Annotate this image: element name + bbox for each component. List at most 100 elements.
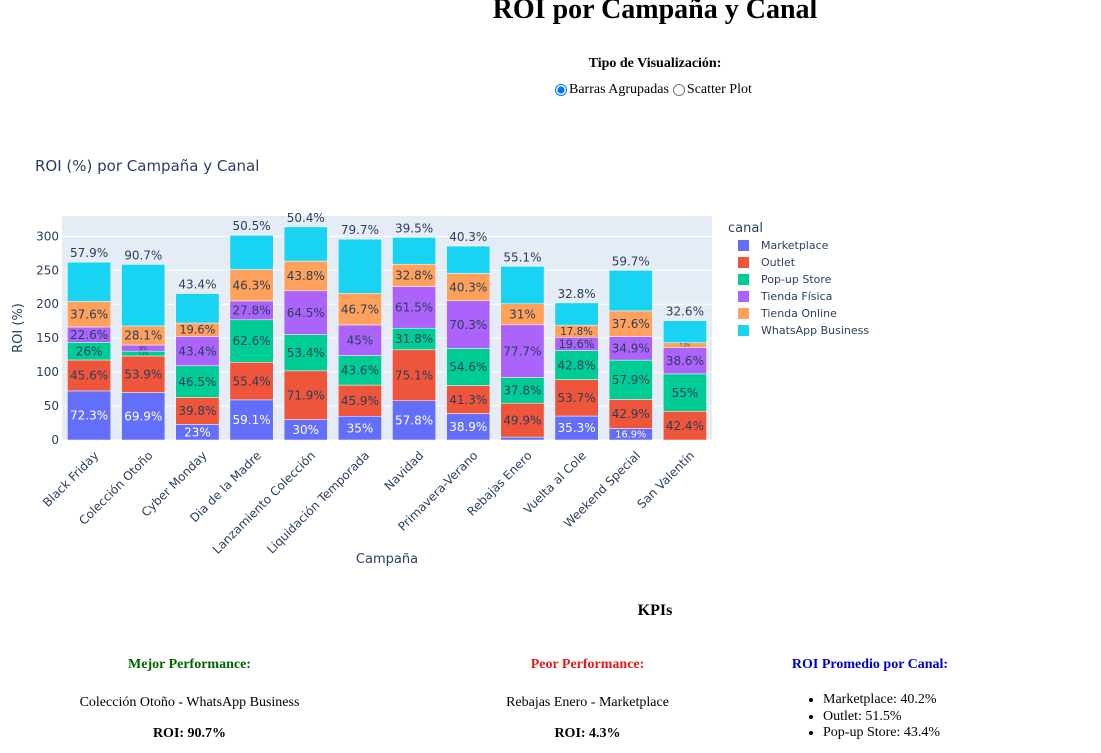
kpi-average-title: ROI Promedio por Canal: [791, 657, 949, 672]
bar-data-label: 37.8% [503, 384, 541, 398]
bar-segment [608, 270, 653, 312]
bar-data-label: 62.6% [233, 334, 271, 348]
y-tick-label: 100 [36, 365, 59, 379]
page-title: ROI por Campaña y Canal [492, 0, 818, 25]
legend-title: canal [728, 221, 763, 236]
legend-swatch [738, 291, 749, 302]
y-tick-label: 0 [51, 433, 59, 447]
kpi-worst-title: Peor Performance: [530, 657, 645, 672]
bar-segment [663, 320, 707, 344]
bar-segment [338, 238, 382, 294]
bar-segment [392, 400, 436, 441]
bar-data-label: 77.7% [503, 344, 541, 358]
bar-segment [283, 370, 328, 420]
bar-segment [500, 266, 545, 305]
bar-data-label: 57.8% [395, 414, 433, 428]
bar-data-label: 59.7% [612, 254, 650, 268]
bar-data-label: 39.8% [178, 404, 216, 418]
bar-data-label: 42.8% [558, 358, 596, 372]
bar-segment [663, 410, 707, 441]
bar-segment [121, 392, 166, 441]
bar-segment [446, 385, 491, 414]
bar-data-label: 43.8% [287, 269, 325, 283]
kpi-best-subject: Colección Otoño - WhatsApp Business [79, 695, 300, 710]
bar-segment [446, 413, 491, 441]
bar-data-label: 32.6% [666, 305, 704, 319]
bar-segment [229, 319, 274, 363]
y-axis-label: ROI (%) [11, 303, 26, 353]
bar-segment [500, 402, 545, 438]
kpi-best-performance: Mejor Performance: Colección Otoño - Wha… [0, 657, 379, 742]
legend-swatch [738, 325, 749, 336]
radio-option-bars[interactable]: Barras Agrupadas [555, 82, 669, 98]
bar-segment [229, 362, 274, 401]
bar-segment [338, 292, 382, 326]
visualization-type-label: Tipo de Visualización: [588, 56, 722, 71]
bar-segment [229, 234, 274, 270]
bar-data-label: 53.4% [287, 346, 325, 360]
bar-segment [283, 334, 328, 372]
bar-data-label: 42.9% [612, 407, 650, 421]
kpi-average-list: Marketplace: 40.2% Outlet: 51.5% Pop-up … [760, 692, 980, 742]
legend-item-label: Outlet [761, 256, 796, 269]
kpi-worst-subject: Rebajas Enero - Marketplace [506, 695, 669, 710]
bar-data-label: 30% [292, 423, 319, 437]
bar-data-label: 31% [509, 307, 536, 321]
bar-data-label: 46.3% [233, 278, 271, 292]
bar-segment [67, 261, 111, 302]
bar-data-label: 35% [347, 421, 374, 435]
bar-segment [554, 302, 599, 326]
x-axis-label: Campaña [356, 552, 418, 567]
radio-option-scatter[interactable]: Scatter Plot [672, 82, 752, 98]
radio-bars-input[interactable] [555, 84, 567, 96]
bar-data-label: 37.6% [612, 317, 650, 331]
legend-item-label: WhatsApp Business [761, 324, 869, 337]
bar-segment [500, 377, 545, 404]
bar-data-label: 32.8% [558, 287, 596, 301]
bar-segment [446, 348, 491, 386]
radio-scatter-input[interactable] [672, 84, 685, 96]
bar-data-label: 37.6% [70, 307, 108, 321]
bar-segment [338, 384, 382, 417]
bar-data-label: 7.1% [138, 351, 148, 356]
kpi-worst-performance: Peor Performance: Rebajas Enero - Market… [440, 657, 735, 742]
bar-data-label: 23% [184, 425, 211, 439]
bar-data-label: 55% [672, 386, 699, 400]
y-tick-label: 150 [36, 331, 59, 345]
bar-data-label: 40.3% [449, 280, 487, 294]
bar-segment [608, 310, 653, 337]
bar-segment [229, 269, 274, 302]
bar-segment [446, 245, 491, 274]
bar-segment [283, 290, 328, 335]
bar-segment [283, 226, 328, 262]
bar-segment [175, 336, 220, 367]
x-tick-label: Navidad [382, 448, 427, 493]
bar-data-label: 71.9% [287, 388, 325, 402]
bar-data-label: 19.6% [559, 338, 595, 351]
bar-data-label: 46.7% [341, 302, 379, 316]
bar-data-label: 40.3% [449, 230, 487, 244]
chart-title: ROI (%) por Campaña y Canal [35, 157, 259, 175]
bar-segment [121, 264, 166, 327]
bar-segment [283, 260, 328, 292]
bar-data-label: 43.6% [341, 363, 379, 377]
kpi-worst-roi: ROI: 4.3% [554, 726, 621, 741]
legend-item-label: Pop-up Store [761, 273, 832, 286]
bar-segment [608, 399, 653, 429]
kpi-average-item: Marketplace: 40.2% [823, 692, 980, 709]
bar-data-label: 38.6% [666, 354, 704, 368]
bar-data-label: 57.9% [612, 373, 650, 387]
bar-data-label: 49.9% [503, 413, 541, 427]
bar-segment [121, 355, 166, 393]
bar-data-label: 45.9% [341, 394, 379, 408]
bar-data-label: 7.2% [680, 343, 691, 348]
bar-data-label: 34.9% [612, 341, 650, 355]
kpi-best-roi: ROI: 90.7% [152, 726, 227, 741]
bar-segment [175, 365, 220, 398]
legend-swatch [738, 308, 749, 319]
y-tick-label: 300 [36, 229, 59, 243]
kpi-best-title: Mejor Performance: [128, 657, 251, 672]
bar-data-label: 9% [139, 346, 147, 352]
kpi-average-item: Pop-up Store: 43.4% [823, 725, 980, 742]
bar-data-label: 43.4% [178, 278, 216, 292]
